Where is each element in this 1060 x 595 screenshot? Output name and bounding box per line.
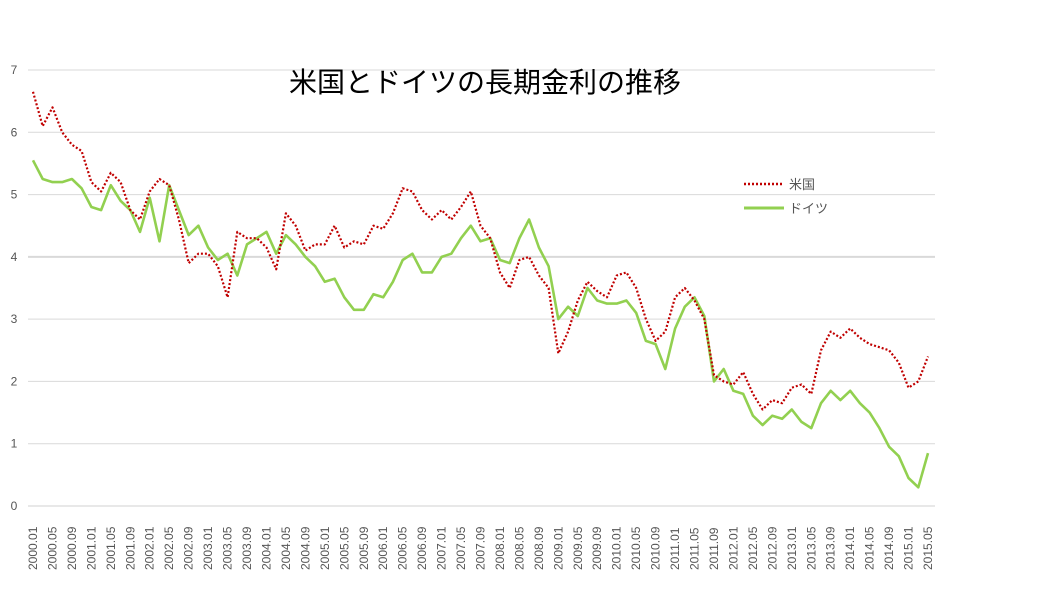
x-tick-label: 2011.09 (707, 527, 721, 570)
y-tick-label: 2 (11, 374, 18, 388)
y-tick-label: 0 (11, 499, 18, 513)
x-tick-label: 2010.09 (649, 526, 663, 570)
x-tick-label: 2012.01 (726, 526, 740, 570)
x-tick-label: 2003.09 (240, 526, 254, 570)
x-tick-label: 2007.09 (474, 526, 488, 570)
x-tick-label: 2010.01 (610, 526, 624, 570)
y-tick-label: 7 (11, 63, 18, 77)
x-tick-label: 2008.05 (512, 526, 526, 570)
series-lines (31, 91, 930, 489)
x-tick-label: 2005.01 (318, 526, 332, 570)
x-tick-label: 2000.01 (26, 526, 40, 570)
x-tick-label: 2013.05 (804, 526, 818, 570)
y-tick-label: 4 (11, 250, 18, 264)
gridlines (28, 69, 935, 507)
x-tick-label: 2008.01 (493, 526, 507, 570)
x-tick-label: 2008.09 (532, 526, 546, 570)
x-tick-label: 2013.01 (785, 526, 799, 570)
x-tick-label: 2006.05 (396, 526, 410, 570)
x-tick-label: 2002.09 (182, 526, 196, 570)
legend: 米国 ドイツ (744, 178, 828, 217)
x-tick-label: 2005.05 (337, 526, 351, 570)
x-tick-label: 2004.05 (279, 526, 293, 570)
x-tick-label: 2002.01 (143, 526, 157, 570)
x-tick-label: 2012.09 (765, 526, 779, 570)
x-tick-label: 2000.09 (65, 526, 79, 570)
x-tick-label: 2006.01 (376, 526, 390, 570)
x-axis-ticks: 2000.01 2000.05 2000.09 2001.01 2001.05 2001.… (26, 526, 935, 570)
x-tick-label: 2007.01 (435, 526, 449, 570)
y-axis-ticks: 0 1 2 3 4 5 6 7 (11, 63, 18, 513)
x-tick-label: 2001.05 (104, 526, 118, 570)
x-tick-label: 2004.09 (298, 526, 312, 570)
y-tick-label: 1 (11, 437, 18, 451)
x-tick-label: 2006.09 (415, 526, 429, 570)
y-tick-label: 3 (11, 312, 18, 326)
x-tick-label: 2007.05 (454, 526, 468, 570)
legend-label-us: 米国 (789, 178, 815, 193)
x-tick-label: 2000.05 (45, 526, 59, 570)
x-tick-label: 2015.05 (921, 526, 935, 570)
chart-title: 米国とドイツの長期金利の推移 (289, 66, 681, 99)
x-tick-label: 2010.05 (629, 526, 643, 570)
x-tick-label: 2009.01 (551, 526, 565, 570)
x-tick-label: 2009.09 (590, 526, 604, 570)
series-line-germany (31, 159, 930, 489)
x-tick-label: 2005.09 (357, 526, 371, 570)
x-tick-label: 2009.05 (571, 526, 585, 570)
x-tick-label: 2011.01 (668, 527, 682, 570)
x-tick-label: 2014.05 (863, 526, 877, 570)
series-line-us (31, 91, 930, 411)
x-tick-label: 2002.05 (162, 526, 176, 570)
legend-label-germany: ドイツ (789, 202, 828, 217)
x-tick-label: 2014.09 (882, 526, 896, 570)
x-tick-label: 2003.01 (201, 526, 215, 570)
x-tick-label: 2012.05 (746, 526, 760, 570)
x-tick-label: 2001.01 (84, 526, 98, 570)
y-tick-label: 5 (11, 188, 18, 202)
x-tick-label: 2004.01 (259, 526, 273, 570)
x-tick-label: 2003.05 (221, 526, 235, 570)
x-tick-label: 2014.01 (843, 526, 857, 570)
x-tick-label: 2015.01 (902, 526, 916, 570)
x-tick-label: 2001.09 (123, 526, 137, 570)
x-tick-label: 2013.09 (824, 526, 838, 570)
y-tick-label: 6 (11, 125, 18, 139)
x-tick-label: 2011.05 (688, 527, 702, 570)
